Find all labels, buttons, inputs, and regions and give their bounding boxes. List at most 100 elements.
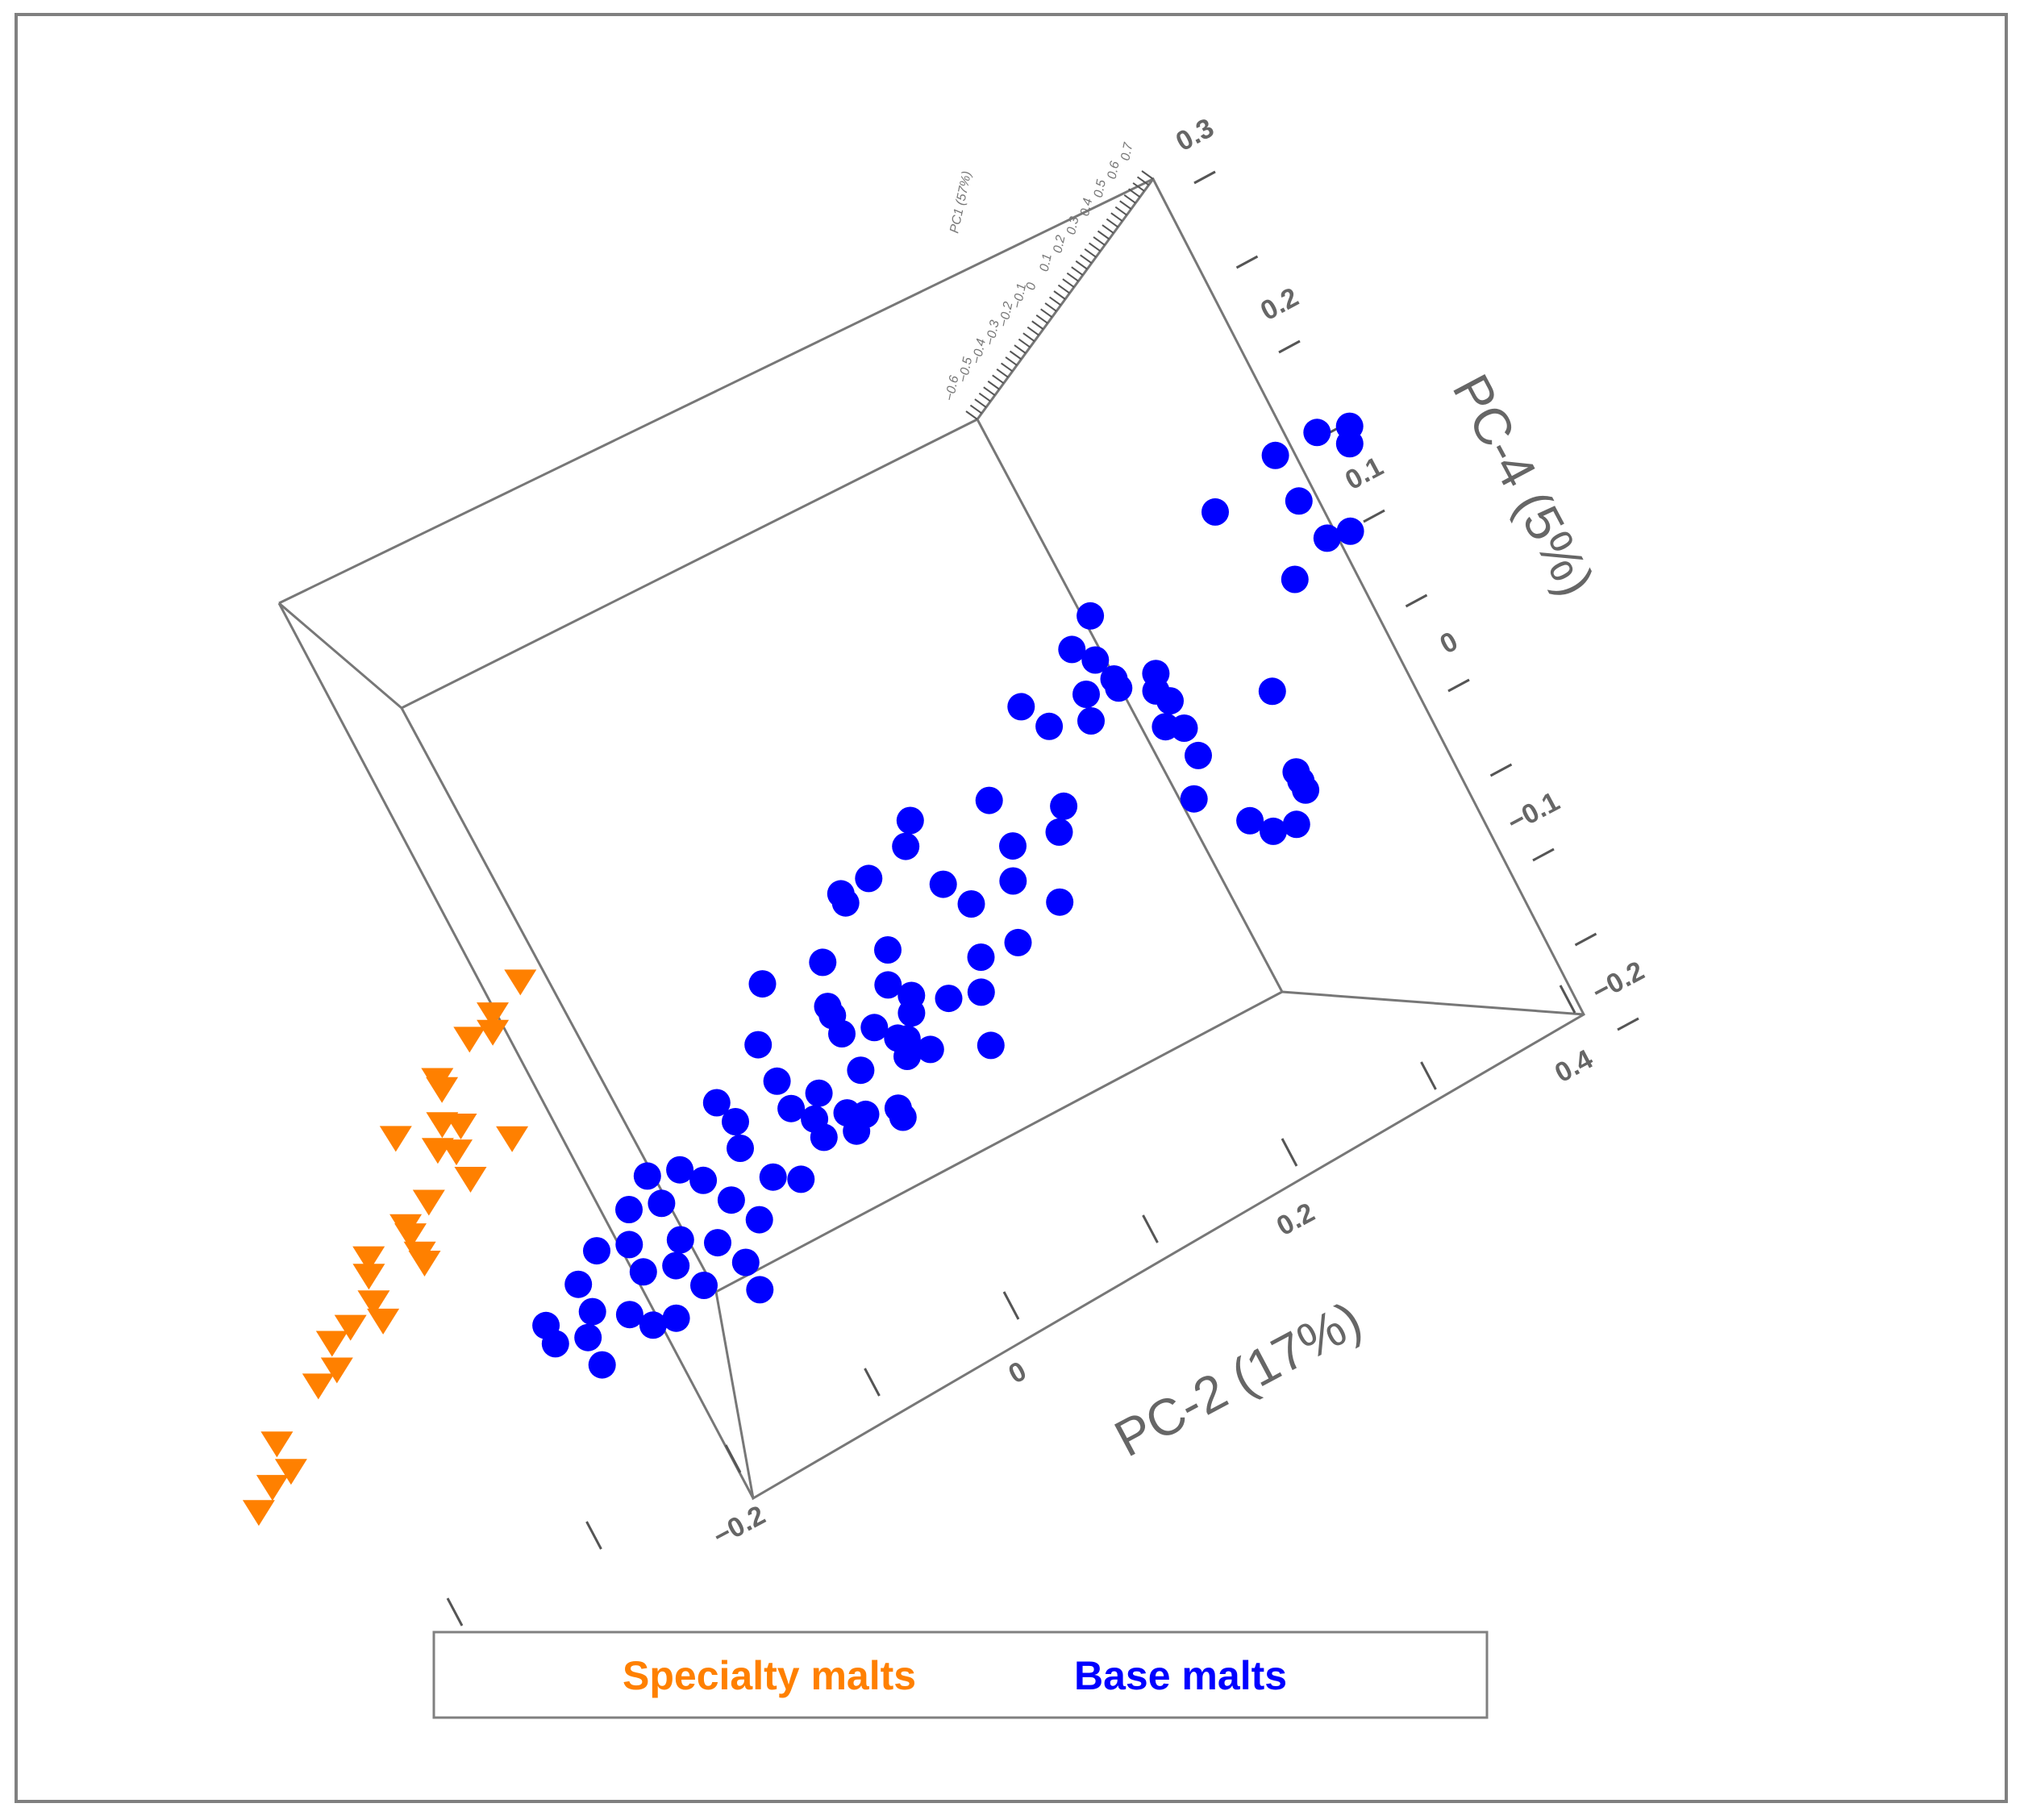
base-malt-point xyxy=(1260,817,1287,845)
pc1-tick xyxy=(996,369,1009,378)
specialty-malt-point xyxy=(454,1167,487,1193)
specialty-malt-point xyxy=(477,1002,509,1029)
pc1-tick xyxy=(1031,320,1044,331)
pc1-tick xyxy=(1022,332,1035,342)
data-points xyxy=(242,412,1364,1526)
pc4-tick-label: −0.1 xyxy=(1502,786,1564,839)
pc1-tick-label: −0.3 xyxy=(984,319,1002,348)
base-malt-point xyxy=(1050,792,1078,820)
base-malt-point xyxy=(847,1056,875,1085)
pc1-tick xyxy=(1071,266,1084,277)
base-malt-point xyxy=(957,890,985,918)
pc4-tick xyxy=(1235,255,1259,269)
pc1-tick xyxy=(1080,254,1093,264)
base-malt-point xyxy=(889,1103,917,1131)
base-malt-point xyxy=(648,1189,676,1218)
base-malt-point xyxy=(1045,818,1073,846)
base-malt-point xyxy=(787,1165,815,1193)
base-malt-point xyxy=(748,970,777,998)
specialty-malt-point xyxy=(379,1126,412,1152)
pc4-tick xyxy=(1447,678,1470,693)
base-malt-point xyxy=(874,971,902,999)
pc1-tick xyxy=(1102,224,1114,234)
base-malt-point xyxy=(759,1163,787,1191)
pc1-tick xyxy=(1089,242,1102,252)
base-malt-point xyxy=(615,1231,643,1259)
base-malt-point xyxy=(704,1229,731,1257)
base-malt-point xyxy=(1285,487,1313,515)
base-malt-point xyxy=(1170,714,1198,742)
pc4-tick-label: 0.2 xyxy=(1256,281,1304,327)
pc2-tick xyxy=(1002,1291,1020,1320)
box-front-face xyxy=(400,418,1285,1294)
pc1-tick-label: 0.5 xyxy=(1092,178,1109,198)
pc4-tick xyxy=(1405,593,1428,608)
specialty-malt-point xyxy=(426,1077,459,1103)
pc1-tick-label: −0.1 xyxy=(1010,282,1029,310)
base-malt-point xyxy=(662,1304,690,1332)
pc1-tick xyxy=(1141,170,1154,180)
pc1-tick-label: 0.3 xyxy=(1064,215,1081,235)
base-malt-point xyxy=(1007,693,1035,721)
base-malt-point xyxy=(828,1020,856,1047)
base-malt-point xyxy=(583,1237,610,1265)
base-malt-point xyxy=(1077,707,1105,735)
base-malt-point xyxy=(615,1196,643,1223)
base-malt-point xyxy=(745,1206,773,1234)
pc2-tick xyxy=(585,1521,602,1550)
pc1-tick xyxy=(1097,230,1110,240)
pc1-tick xyxy=(1128,188,1141,198)
pc2-tick xyxy=(1142,1214,1159,1243)
base-malt-point xyxy=(666,1226,694,1254)
pc1-tick xyxy=(1062,278,1075,288)
base-malt-point xyxy=(860,1014,889,1042)
base-malt-point xyxy=(639,1311,667,1339)
pc2-tick-label: −0.2 xyxy=(708,1500,770,1552)
base-malt-point xyxy=(1281,565,1309,593)
base-malt-point xyxy=(967,943,995,971)
pc1-tick-label: 0 xyxy=(1024,281,1039,291)
pc4-tick-label: 0.1 xyxy=(1340,451,1389,496)
pc2-tick-label: 0 xyxy=(1004,1356,1032,1389)
pc1-tick xyxy=(1035,314,1048,324)
base-malt-point xyxy=(1081,646,1110,674)
pc1-tick-label: −0.4 xyxy=(970,337,989,365)
base-malt-point xyxy=(666,1156,694,1184)
base-malt-point xyxy=(805,1079,833,1107)
base-malt-point xyxy=(690,1272,718,1299)
specialty-malt-point xyxy=(412,1189,445,1216)
base-malt-point xyxy=(629,1258,657,1286)
pc1-tick xyxy=(1027,326,1039,336)
pc1-tick-label: 0.4 xyxy=(1078,197,1095,217)
pc1-tick xyxy=(969,404,983,414)
pc1-tick xyxy=(1005,356,1018,366)
pc1-tick xyxy=(1066,272,1079,282)
pc4-tick xyxy=(1532,848,1555,862)
base-malt-point xyxy=(967,978,995,1006)
pc1-tick xyxy=(1114,206,1127,216)
base-malt-point xyxy=(929,870,957,898)
pc4-tick xyxy=(1193,170,1216,185)
pc2-tick-label: 0.4 xyxy=(1550,1043,1598,1089)
base-malt-point xyxy=(702,1089,731,1117)
specialty-malt-point xyxy=(256,1475,289,1501)
base-malt-point xyxy=(722,1108,749,1135)
base-malt-point xyxy=(1058,635,1086,664)
base-malt-point xyxy=(977,1031,1005,1060)
base-malt-point xyxy=(1004,928,1032,956)
base-malt-point xyxy=(1303,419,1331,447)
pc1-tick xyxy=(1040,308,1053,319)
pc4-tick xyxy=(1278,339,1301,354)
base-malt-point xyxy=(892,832,920,860)
pc1-tick xyxy=(1018,338,1031,348)
specialty-malt-point xyxy=(260,1431,294,1458)
specialty-malt-point xyxy=(320,1357,353,1384)
base-malt-point xyxy=(564,1270,593,1298)
specialty-malt-point xyxy=(477,1019,510,1046)
base-malt-point xyxy=(1180,785,1208,813)
box-edge-left xyxy=(277,602,755,1499)
pc1-tick xyxy=(1123,194,1136,204)
specialty-malt-point xyxy=(242,1500,275,1526)
base-malt-point xyxy=(1077,602,1105,630)
